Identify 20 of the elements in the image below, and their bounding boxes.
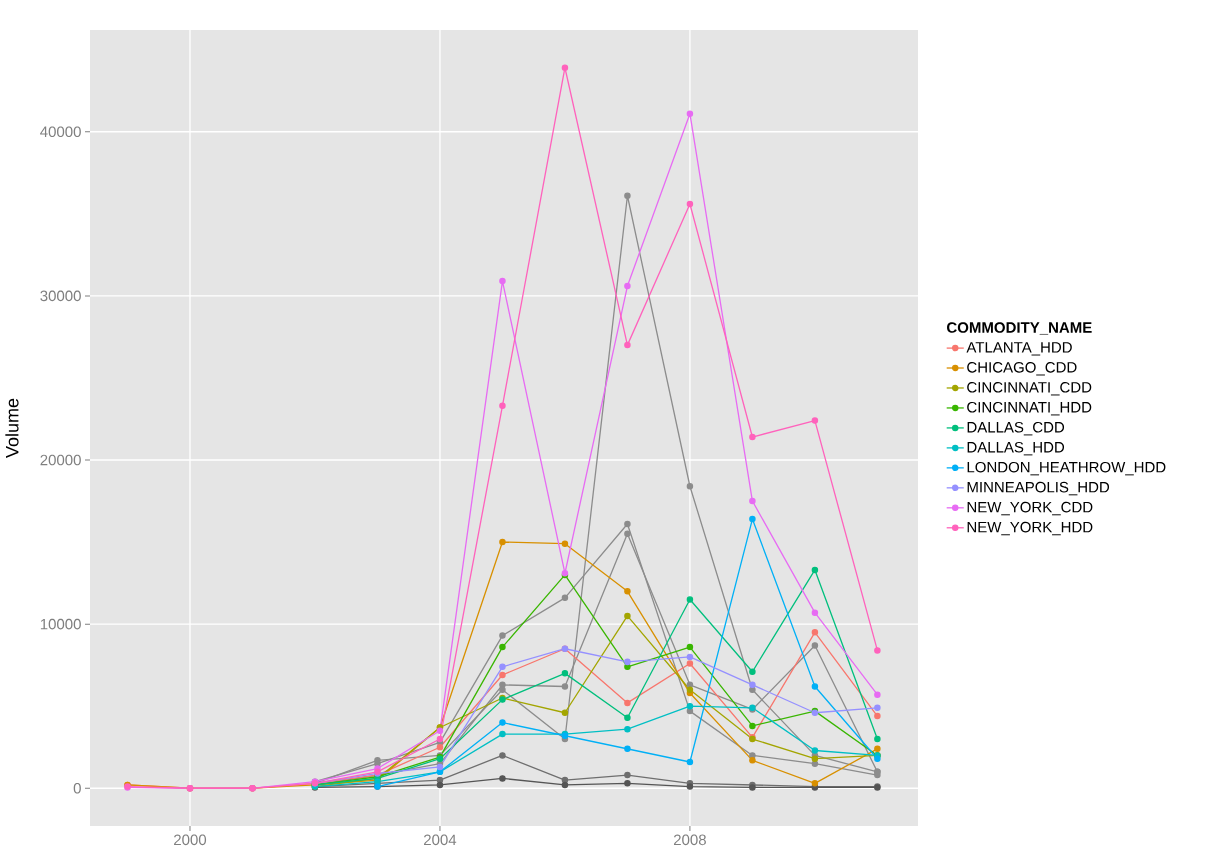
legend-label: NEW_YORK_CDD [967,501,1093,516]
legend-label: ATLANTA_HDD [966,342,1072,356]
y-tick-label: 30000 [40,290,81,302]
y-axis-title: Volume [5,398,19,458]
x-tick-label: 2000 [174,834,207,846]
legend-label: CINCINNATI_CDD [967,381,1092,396]
y-tick-label: 10000 [40,618,81,630]
legend-label: NEW_YORK_HDD [967,521,1093,536]
legend-label: CHICAGO_CDD [967,362,1077,376]
y-tick-label: 0 [73,782,81,794]
y-tick-label: 40000 [40,126,81,138]
legend-label: LONDON_HEATHROW_HDD [967,461,1166,476]
x-tick-label: 2004 [424,834,457,846]
legend-label: DALLAS_HDD [967,441,1065,456]
legend-label: CINCINNATI_HDD [967,401,1092,416]
y-tick-label: 20000 [40,454,81,466]
legend-label: MINNEAPOLIS_HDD [967,481,1110,496]
legend-title: COMMODITY_NAME [947,322,1092,335]
x-tick-label: 2008 [673,834,706,846]
legend-label: DALLAS_CDD [967,421,1065,436]
